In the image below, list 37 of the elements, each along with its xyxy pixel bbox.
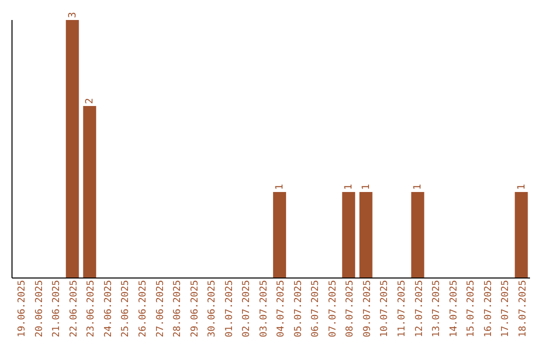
x-tick-label: 01.07.2025 [224, 280, 235, 338]
x-tick-label: 20.06.2025 [34, 280, 45, 338]
x-tick-label: 11.07.2025 [396, 280, 408, 338]
x-tick-label: 15.07.2025 [466, 280, 477, 338]
x-tick-label: 03.07.2025 [258, 280, 270, 338]
x-tick-label: 16.07.2025 [482, 280, 494, 338]
x-tick-label: 07.07.2025 [327, 280, 338, 338]
x-tick-label: 26.06.2025 [138, 280, 148, 338]
data-label: 3 [67, 12, 78, 18]
x-tick-label: 28.06.2025 [172, 280, 184, 338]
x-tick-label: 14.07.2025 [448, 280, 460, 338]
x-tick-label: 09.07.2025 [362, 280, 373, 338]
x-tick-label: 05.07.2025 [292, 280, 304, 338]
x-tick-label: 29.06.2025 [189, 280, 200, 338]
data-label: 1 [516, 184, 528, 190]
x-tick-label: 27.06.2025 [154, 280, 166, 338]
x-tick-label: 06.07.2025 [310, 280, 322, 338]
x-tick-label: 08.07.2025 [344, 280, 356, 338]
x-tick-label: 17.07.2025 [500, 280, 512, 338]
data-label: 2 [84, 98, 96, 104]
x-tick-label: 18.07.2025 [517, 280, 528, 338]
x-tick-label: 25.06.2025 [120, 280, 132, 338]
data-label: 1 [274, 184, 286, 190]
x-tick-label: 23.06.2025 [86, 280, 97, 338]
data-label: 1 [360, 184, 372, 190]
x-tick-label: 10.07.2025 [379, 280, 390, 338]
x-tick-label: 30.06.2025 [206, 280, 218, 338]
data-label: 1 [344, 184, 355, 190]
x-tick-label: 22.06.2025 [68, 280, 80, 338]
x-tick-label: 19.06.2025 [16, 280, 28, 338]
x-tick-label: 21.06.2025 [51, 280, 62, 338]
data-label: 1 [412, 184, 424, 190]
x-tick-label: 02.07.2025 [241, 280, 252, 338]
x-tick-label: 13.07.2025 [431, 280, 442, 338]
x-tick-label: 24.06.2025 [102, 280, 114, 338]
x-tick-label: 04.07.2025 [276, 280, 287, 338]
x-tick-label: 12.07.2025 [414, 280, 425, 338]
